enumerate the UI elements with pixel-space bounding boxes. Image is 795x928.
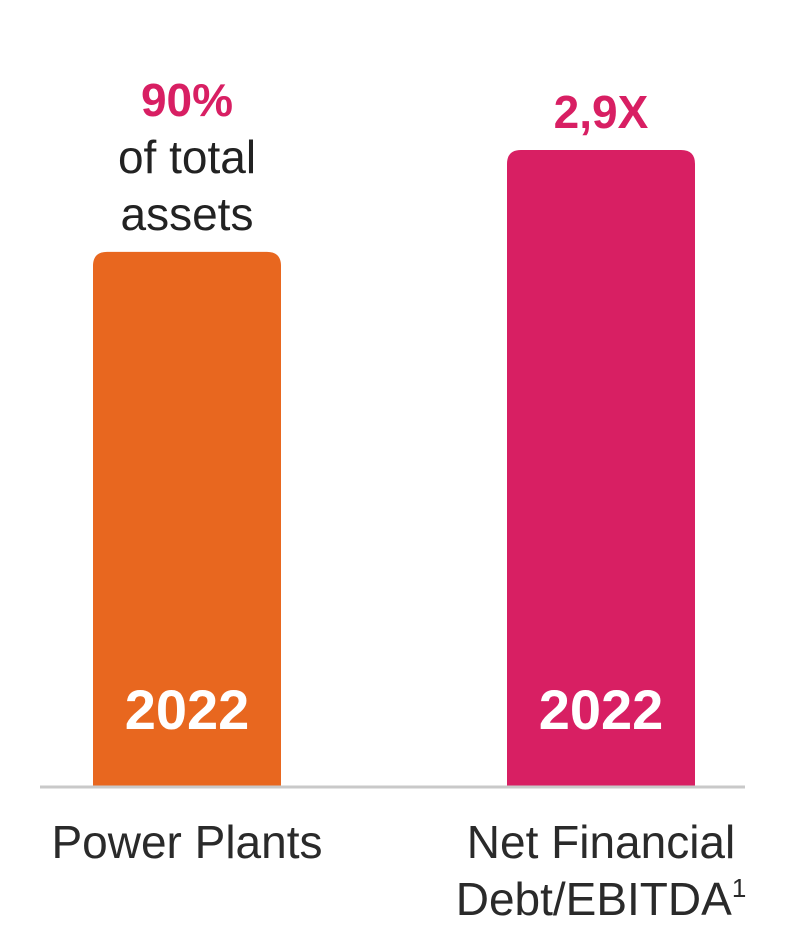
category-label-text: Debt/EBITDA xyxy=(456,873,732,925)
category-label: Power Plants xyxy=(51,816,322,868)
footnote-marker: 1 xyxy=(732,873,746,903)
bar-year-label: 2022 xyxy=(125,678,250,741)
bar-year-label: 2022 xyxy=(539,678,664,741)
bar-value-description: assets xyxy=(121,188,254,240)
bar-1 xyxy=(93,251,281,788)
category-label-text: Net Financial xyxy=(467,816,735,868)
category-label: Debt/EBITDA1 xyxy=(456,873,747,925)
bar-2 xyxy=(507,150,695,787)
bar-value-description: of total xyxy=(118,131,256,183)
category-label-text: Power Plants xyxy=(51,816,322,868)
category-label: Net Financial xyxy=(467,816,735,868)
bar-value-label: 90% xyxy=(141,74,233,126)
bar-value-label: 2,9X xyxy=(554,86,649,138)
